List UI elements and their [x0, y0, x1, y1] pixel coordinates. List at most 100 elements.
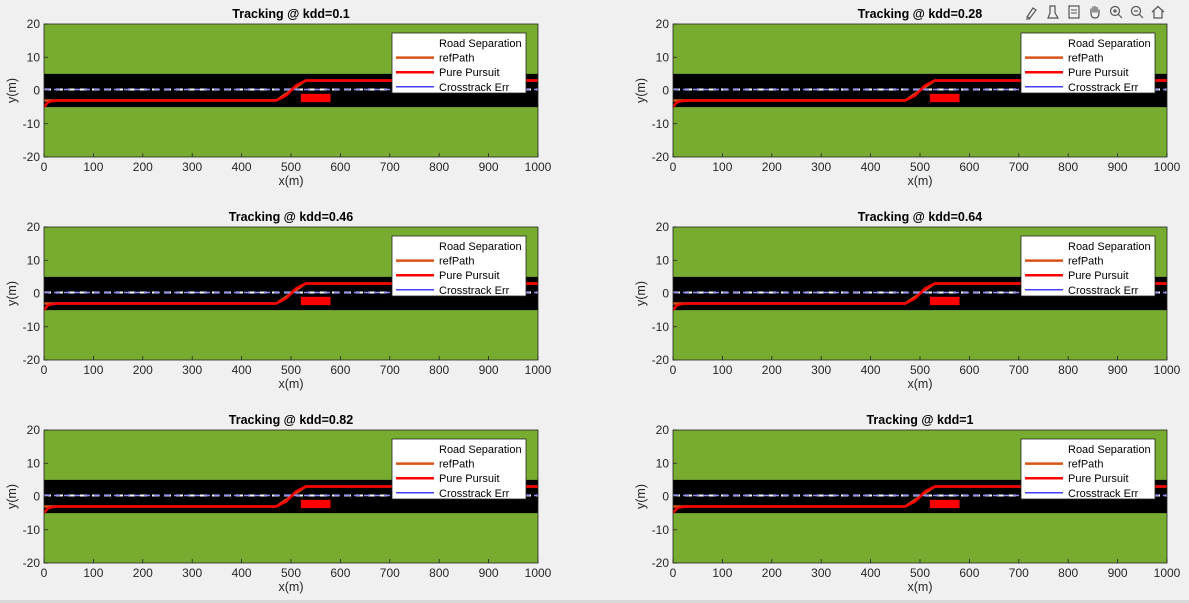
y-tick-label: 10 — [656, 50, 670, 64]
legend-entry: Pure Pursuit — [439, 473, 500, 485]
x-tick-label: 400 — [232, 566, 252, 580]
series-pure-pursuit — [44, 485, 538, 514]
x-tick-label: 500 — [281, 566, 301, 580]
rotate-icon[interactable] — [1064, 3, 1083, 22]
x-tick-label: 100 — [83, 566, 103, 580]
x-tick-label: 400 — [861, 160, 881, 174]
legend-entry: refPath — [439, 256, 474, 268]
y-axis-label: y(m) — [5, 78, 19, 103]
y-tick-label: 10 — [27, 253, 41, 267]
legend-box — [391, 438, 527, 500]
subplot-5: 0 100 200 300 400 500 600 700 800 900 1000 -20 -10 0 1… — [5, 413, 552, 594]
chart-title: Tracking @ kdd=0.82 — [229, 413, 353, 427]
legend: Road Separation refPath Pure Pursuit Crosst… — [391, 438, 527, 500]
x-tick-label: 500 — [910, 566, 930, 580]
y-axis-label: y(m) — [5, 484, 19, 509]
datatip-icon[interactable] — [1043, 3, 1062, 22]
y-axis-label: y(m) — [5, 281, 19, 306]
zoom-in-icon[interactable] — [1106, 3, 1125, 22]
series-pure-pursuit — [673, 282, 1167, 311]
x-tick-label: 700 — [1009, 566, 1029, 580]
x-tick-label: 300 — [811, 363, 831, 377]
legend: Road Separation refPath Pure Pursuit Crosst… — [1020, 235, 1156, 297]
x-tick-label: 700 — [380, 566, 400, 580]
y-tick-label: -20 — [652, 556, 670, 570]
legend-entry: Road Separation — [439, 241, 522, 253]
chart-title: Tracking @ kdd=1 — [866, 413, 973, 427]
home-icon[interactable] — [1148, 3, 1167, 22]
x-tick-label: 100 — [712, 566, 732, 580]
legend-box — [391, 32, 527, 94]
x-tick-label: 100 — [83, 160, 103, 174]
legend: Road Separation refPath Pure Pursuit Crosst… — [1020, 32, 1156, 94]
x-tick-label: 200 — [133, 566, 153, 580]
legend-entry: Pure Pursuit — [439, 67, 500, 79]
y-tick-label: -20 — [23, 150, 41, 164]
y-tick-label: 10 — [656, 253, 670, 267]
legend-entry: Crosstrack Err — [439, 285, 510, 297]
y-tick-label: -10 — [23, 117, 41, 131]
x-tick-label: 900 — [1108, 363, 1128, 377]
legend-entry: Road Separation — [1068, 444, 1151, 456]
x-tick-label: 300 — [811, 566, 831, 580]
x-tick-label: 400 — [861, 363, 881, 377]
obstacle-box — [300, 93, 331, 103]
y-tick-label: -20 — [652, 150, 670, 164]
x-tick-label: 200 — [133, 363, 153, 377]
legend-entry: Crosstrack Err — [439, 488, 510, 500]
x-tick-label: 700 — [1009, 160, 1029, 174]
brush-icon[interactable] — [1022, 3, 1041, 22]
legend-entry: refPath — [1068, 459, 1103, 471]
legend: Road Separation refPath Pure Pursuit Crosst… — [391, 32, 527, 94]
legend-entry: Crosstrack Err — [439, 82, 510, 94]
x-tick-label: 200 — [762, 160, 782, 174]
x-tick-label: 700 — [380, 363, 400, 377]
x-axis-label: x(m) — [908, 174, 933, 188]
y-axis-label: y(m) — [634, 78, 648, 103]
x-tick-label: 400 — [861, 566, 881, 580]
y-tick-label: 0 — [33, 490, 40, 504]
x-tick-label: 600 — [959, 566, 979, 580]
legend-box — [1020, 32, 1156, 94]
y-tick-label: -10 — [652, 117, 670, 131]
obstacle-box — [929, 93, 960, 103]
x-tick-label: 600 — [959, 363, 979, 377]
pan-icon[interactable] — [1085, 3, 1104, 22]
legend-box — [1020, 235, 1156, 297]
obstacle-box — [300, 499, 331, 509]
obstacle-box — [929, 499, 960, 509]
x-tick-label: 500 — [910, 363, 930, 377]
y-tick-label: 0 — [662, 287, 669, 301]
zoom-out-icon[interactable] — [1127, 3, 1146, 22]
x-axis-label: x(m) — [279, 377, 304, 391]
legend-entry: Pure Pursuit — [1068, 473, 1129, 485]
x-tick-label: 600 — [330, 160, 350, 174]
y-tick-label: -20 — [23, 353, 41, 367]
x-tick-label: 800 — [429, 566, 449, 580]
legend-entry: refPath — [439, 459, 474, 471]
x-tick-label: 800 — [429, 363, 449, 377]
x-tick-label: 100 — [712, 363, 732, 377]
x-tick-label: 400 — [232, 363, 252, 377]
x-tick-label: 600 — [330, 566, 350, 580]
y-tick-label: 0 — [662, 490, 669, 504]
x-tick-label: 0 — [670, 363, 677, 377]
subplot-2: 0 100 200 300 400 500 600 700 800 900 1000 -20 -10 0 1… — [634, 7, 1181, 188]
x-tick-label: 800 — [1058, 566, 1078, 580]
x-tick-label: 300 — [182, 566, 202, 580]
subplot-6: 0 100 200 300 400 500 600 700 800 900 1000 -20 -10 0 1… — [634, 413, 1181, 594]
x-tick-label: 100 — [712, 160, 732, 174]
x-tick-label: 1000 — [1154, 160, 1181, 174]
x-tick-label: 0 — [41, 160, 48, 174]
x-axis-label: x(m) — [279, 580, 304, 594]
y-tick-label: 10 — [656, 456, 670, 470]
legend-entry: Pure Pursuit — [1068, 67, 1129, 79]
x-axis-label: x(m) — [279, 174, 304, 188]
x-tick-label: 300 — [182, 160, 202, 174]
obstacle-box — [929, 296, 960, 306]
y-tick-label: 20 — [656, 220, 670, 234]
x-tick-label: 500 — [910, 160, 930, 174]
x-tick-label: 300 — [182, 363, 202, 377]
x-tick-label: 1000 — [1154, 566, 1181, 580]
